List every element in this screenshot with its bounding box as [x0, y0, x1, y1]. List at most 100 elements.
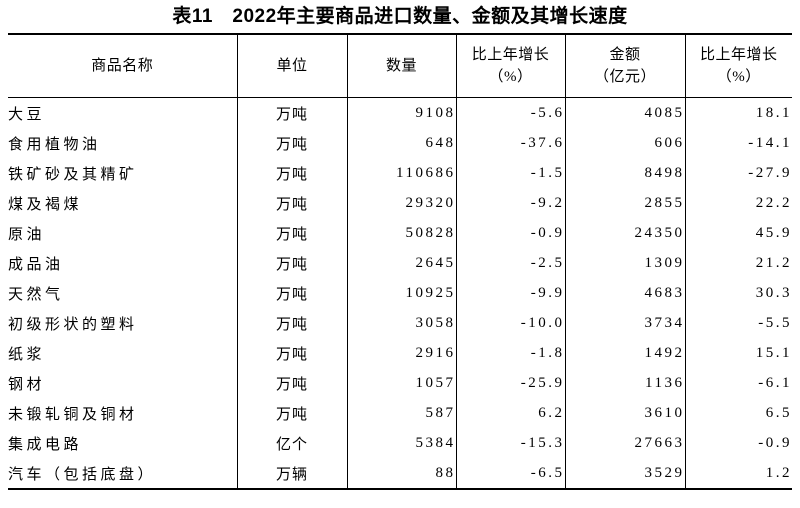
table-title: 表11 2022年主要商品进口数量、金额及其增长速度: [172, 6, 628, 27]
table-row: 成品油 万吨 2645 -2.5 1309 21.2: [8, 248, 792, 278]
cell-quantity: 50828: [347, 218, 457, 248]
cell-amount-growth: 18.1: [755, 104, 792, 121]
table-row: 钢材 万吨 1057 -25.9 1136 -6.1: [8, 368, 792, 398]
table-row: 汽车（包括底盘） 万辆 88 -6.5 3529 1.2: [8, 458, 792, 489]
cell-amount-growth: 1.2: [765, 464, 792, 481]
cell-amount: 606: [565, 128, 686, 158]
cell-amount-growth: 15.1: [755, 344, 792, 361]
cell-quantity: 648: [347, 128, 457, 158]
col-header-unit: 单位: [237, 34, 348, 98]
cell-unit: 万吨: [237, 278, 348, 308]
cell-commodity-name: 集成电路: [8, 428, 238, 458]
cell-quantity: 9108: [347, 97, 457, 128]
cell-unit: 万辆: [237, 458, 348, 489]
cell-amount-growth: 22.2: [755, 194, 792, 211]
table-row: 煤及褐煤 万吨 29320 -9.2 2855 22.2: [8, 188, 792, 218]
cell-amount: 8498: [565, 158, 686, 188]
cell-commodity-name: 成品油: [8, 248, 238, 278]
cell-unit: 万吨: [237, 338, 348, 368]
cell-commodity-name: 纸浆: [8, 338, 238, 368]
cell-commodity-name: 天然气: [8, 278, 238, 308]
cell-quantity-growth: -0.9: [456, 218, 566, 248]
cell-unit: 万吨: [237, 248, 348, 278]
cell-quantity: 88: [347, 458, 457, 489]
cell-unit: 万吨: [237, 97, 348, 128]
cell-amount: 3610: [565, 398, 686, 428]
cell-commodity-name: 食用植物油: [8, 128, 238, 158]
col-header-amount: 金额 （亿元）: [565, 34, 686, 98]
cell-quantity-growth: -1.5: [456, 158, 566, 188]
cell-quantity-growth: -25.9: [456, 368, 566, 398]
table-body: 大豆 万吨 9108 -5.6 4085 18.1 食用植物油 万吨 648 -…: [8, 97, 792, 489]
table-row: 未锻轧铜及铜材 万吨 587 6.2 3610 6.5: [8, 398, 792, 428]
cell-amount-growth: -0.9: [758, 434, 792, 451]
cell-commodity-name: 汽车（包括底盘）: [8, 458, 238, 489]
cell-quantity: 1057: [347, 368, 457, 398]
cell-amount-growth: 6.5: [765, 404, 792, 421]
cell-amount: 1492: [565, 338, 686, 368]
cell-quantity: 2645: [347, 248, 457, 278]
table-row: 铁矿砂及其精矿 万吨 110686 -1.5 8498 -27.9: [8, 158, 792, 188]
cell-quantity: 29320: [347, 188, 457, 218]
cell-amount: 1136: [565, 368, 686, 398]
cell-commodity-name: 未锻轧铜及铜材: [8, 398, 238, 428]
cell-amount-growth: 45.9: [755, 224, 792, 241]
cell-quantity: 10925: [347, 278, 457, 308]
cell-amount: 1309: [565, 248, 686, 278]
cell-amount: 2855: [565, 188, 686, 218]
cell-quantity-growth: -15.3: [456, 428, 566, 458]
cell-amount-growth: -6.1: [758, 374, 792, 391]
import-commodities-table: 商品名称 单位 数量 比上年增长 （%） 金额 （亿元） 比上年增长 （%） 大…: [8, 33, 792, 490]
cell-unit: 万吨: [237, 308, 348, 338]
cell-amount: 24350: [565, 218, 686, 248]
cell-quantity: 110686: [347, 158, 457, 188]
header-row: 商品名称 单位 数量 比上年增长 （%） 金额 （亿元） 比上年增长 （%）: [8, 34, 792, 98]
cell-amount-growth: -14.1: [748, 134, 792, 151]
cell-commodity-name: 原油: [8, 218, 238, 248]
col-header-quantity-growth: 比上年增长 （%）: [456, 34, 566, 98]
cell-quantity-growth: -1.8: [456, 338, 566, 368]
col-header-quantity: 数量: [347, 34, 457, 98]
cell-amount-growth: 21.2: [755, 254, 792, 271]
table-row: 天然气 万吨 10925 -9.9 4683 30.3: [8, 278, 792, 308]
cell-quantity-growth: -10.0: [456, 308, 566, 338]
cell-unit: 万吨: [237, 368, 348, 398]
table-row: 集成电路 亿个 5384 -15.3 27663 -0.9: [8, 428, 792, 458]
cell-quantity-growth: -37.6: [456, 128, 566, 158]
cell-unit: 亿个: [237, 428, 348, 458]
cell-amount: 3734: [565, 308, 686, 338]
cell-commodity-name: 铁矿砂及其精矿: [8, 158, 238, 188]
cell-unit: 万吨: [237, 128, 348, 158]
cell-quantity: 5384: [347, 428, 457, 458]
table-row: 食用植物油 万吨 648 -37.6 606 -14.1: [8, 128, 792, 158]
table-row: 初级形状的塑料 万吨 3058 -10.0 3734 -5.5: [8, 308, 792, 338]
cell-quantity-growth: -5.6: [456, 97, 566, 128]
cell-quantity: 3058: [347, 308, 457, 338]
cell-commodity-name: 大豆: [8, 97, 238, 128]
cell-amount: 3529: [565, 458, 686, 489]
cell-quantity-growth: -9.9: [456, 278, 566, 308]
cell-quantity: 587: [347, 398, 457, 428]
cell-commodity-name: 钢材: [8, 368, 238, 398]
table-row: 原油 万吨 50828 -0.9 24350 45.9: [8, 218, 792, 248]
table-header: 商品名称 单位 数量 比上年增长 （%） 金额 （亿元） 比上年增长 （%）: [8, 34, 792, 98]
cell-amount: 4683: [565, 278, 686, 308]
cell-quantity-growth: -6.5: [456, 458, 566, 489]
cell-unit: 万吨: [237, 188, 348, 218]
cell-quantity-growth: 6.2: [456, 398, 566, 428]
cell-unit: 万吨: [237, 398, 348, 428]
table-row: 大豆 万吨 9108 -5.6 4085 18.1: [8, 97, 792, 128]
cell-amount-growth: -5.5: [758, 314, 792, 331]
cell-commodity-name: 煤及褐煤: [8, 188, 238, 218]
col-header-commodity-name: 商品名称: [8, 34, 238, 98]
cell-unit: 万吨: [237, 158, 348, 188]
cell-amount-growth: -27.9: [748, 164, 792, 181]
cell-unit: 万吨: [237, 218, 348, 248]
cell-amount: 27663: [565, 428, 686, 458]
cell-quantity-growth: -2.5: [456, 248, 566, 278]
cell-commodity-name: 初级形状的塑料: [8, 308, 238, 338]
cell-amount: 4085: [565, 97, 686, 128]
col-header-amount-growth: 比上年增长 （%）: [685, 34, 792, 98]
cell-amount-growth: 30.3: [755, 284, 792, 301]
